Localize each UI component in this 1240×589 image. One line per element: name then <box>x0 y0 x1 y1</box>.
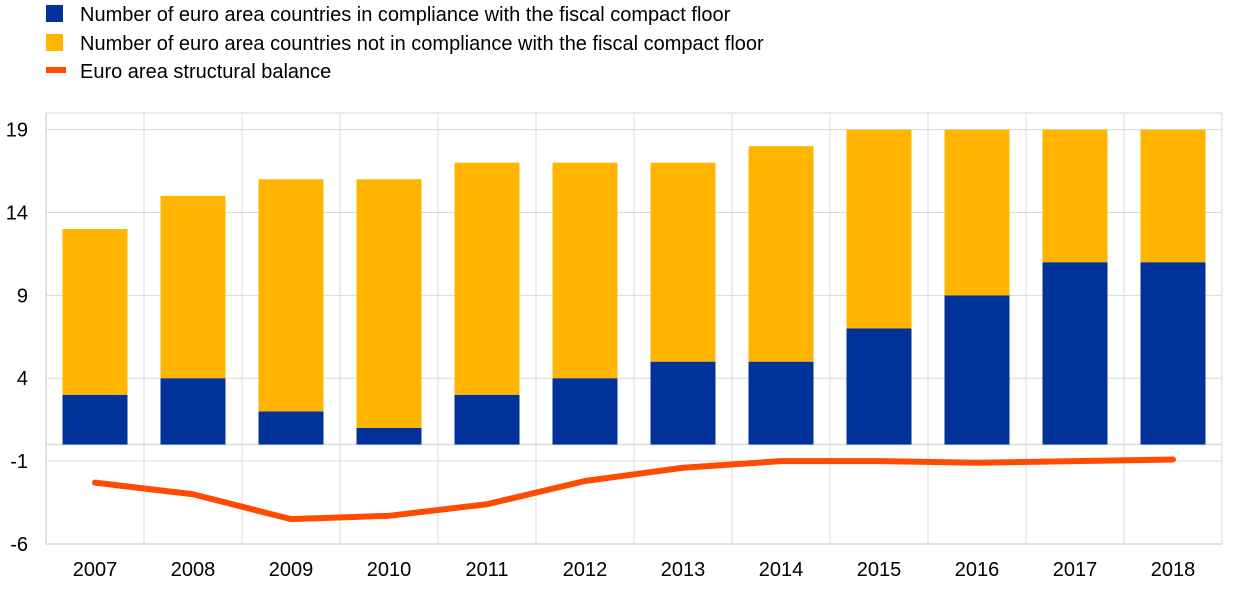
y-tick-label: 14 <box>6 202 28 224</box>
bar-compliance-2010 <box>356 427 422 445</box>
structural-balance-line <box>92 456 1176 523</box>
x-tick-label: 2017 <box>1053 559 1098 581</box>
bar-noncompliance-2010 <box>356 179 422 428</box>
bar-noncompliance-2007 <box>62 229 128 395</box>
legend-swatch-noncompliance <box>46 34 63 51</box>
bar-compliance-2018 <box>1140 262 1206 445</box>
y-tick-label: 9 <box>17 285 28 307</box>
legend-label-noncompliance: Number of euro area countries not in com… <box>80 33 764 55</box>
x-tick-label: 2013 <box>661 559 706 581</box>
bar-compliance-2011 <box>454 394 520 445</box>
x-tick-label: 2018 <box>1151 559 1196 581</box>
y-tick-label: -6 <box>10 534 28 556</box>
x-tick-label: 2008 <box>171 559 216 581</box>
y-tick-label: 19 <box>6 120 28 142</box>
x-tick-labels: 2007 2008 2009 2010 2011 2012 2013 2014 2015 2016… <box>73 559 1196 581</box>
bar-compliance-2016 <box>944 295 1010 445</box>
structural-balance-line-group <box>92 456 1176 523</box>
legend-label-structural-balance: Euro area structural balance <box>80 61 331 83</box>
x-tick-label: 2007 <box>73 559 118 581</box>
bar-compliance-2015 <box>846 328 912 445</box>
x-tick-label: 2015 <box>857 559 902 581</box>
y-tick-label: -1 <box>10 451 28 473</box>
bar-compliance-2017 <box>1042 262 1108 445</box>
x-tick-label: 2014 <box>759 559 804 581</box>
bar-noncompliance-2016 <box>944 129 1010 296</box>
legend-swatch-structural-balance <box>46 67 66 73</box>
bar-noncompliance-2013 <box>650 162 716 362</box>
bar-noncompliance-2018 <box>1140 129 1206 263</box>
bar-compliance-2007 <box>62 394 128 445</box>
bar-compliance-2014 <box>748 361 814 445</box>
legend-swatch-compliance <box>46 5 63 22</box>
x-tick-label: 2009 <box>269 559 314 581</box>
legend: Number of euro area countries in complia… <box>46 4 764 83</box>
bar-compliance-2008 <box>160 378 226 445</box>
y-tick-label: 4 <box>17 368 28 390</box>
grid <box>45 112 1223 545</box>
bar-compliance-2009 <box>258 411 324 445</box>
x-tick-label: 2016 <box>955 559 1000 581</box>
x-tick-label: 2010 <box>367 559 412 581</box>
bar-compliance-2013 <box>650 361 716 445</box>
x-tick-label: 2012 <box>563 559 608 581</box>
bar-noncompliance-2015 <box>846 129 912 329</box>
bar-noncompliance-2012 <box>552 162 618 379</box>
bar-noncompliance-2008 <box>160 195 226 379</box>
bar-noncompliance-2017 <box>1042 129 1108 263</box>
bar-noncompliance-2011 <box>454 162 520 395</box>
bars <box>62 129 1206 445</box>
bar-noncompliance-2014 <box>748 146 814 362</box>
x-tick-label: 2011 <box>465 559 508 581</box>
legend-label-compliance: Number of euro area countries in complia… <box>80 4 731 26</box>
y-tick-labels: 19 14 9 4 -1 -6 <box>6 120 28 556</box>
bar-noncompliance-2009 <box>258 179 324 412</box>
bar-compliance-2012 <box>552 378 618 445</box>
